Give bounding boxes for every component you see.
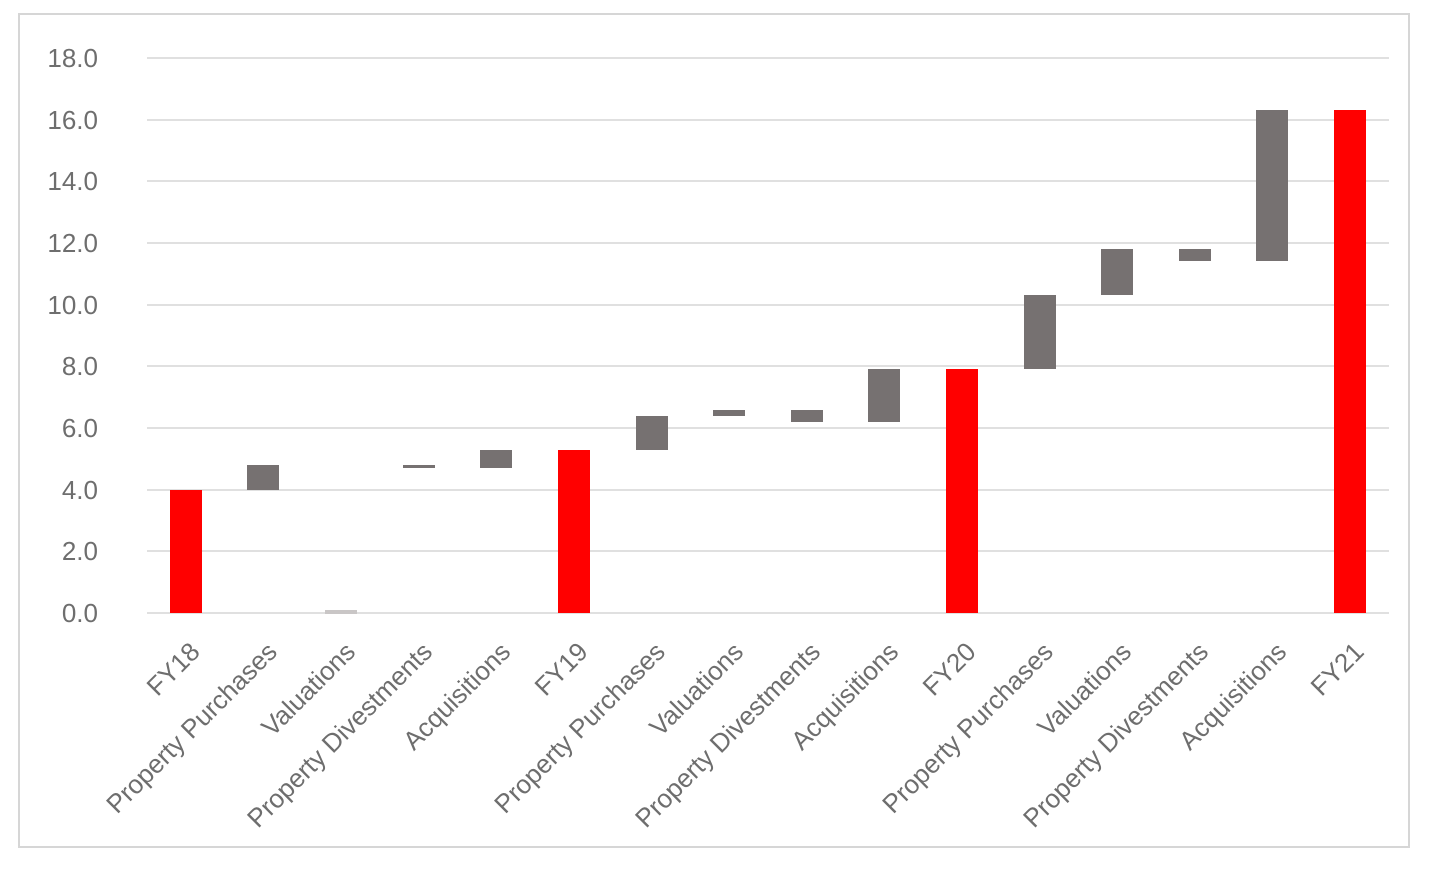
property-purchases-bar xyxy=(635,415,668,450)
gridline xyxy=(147,303,1389,306)
y-tick-label: 6.0 xyxy=(61,413,98,443)
acquisitions-bar xyxy=(480,449,513,469)
valuations-bar xyxy=(713,409,746,416)
valuations-bar xyxy=(325,610,358,614)
gridline xyxy=(147,118,1389,121)
gridline xyxy=(147,365,1389,368)
gridline xyxy=(147,427,1389,429)
acquisitions-bar xyxy=(1256,110,1289,262)
y-tick-label: 14.0 xyxy=(47,166,98,197)
plot-area xyxy=(147,57,1389,632)
y-tick-label: 10.0 xyxy=(47,289,98,320)
y-tick-label: 18.0 xyxy=(47,43,98,73)
property-purchases-bar xyxy=(247,465,280,490)
property-divestments-bar xyxy=(1178,249,1211,262)
gridline xyxy=(147,612,1389,614)
waterfall-chart-frame: 0.0 2.0 4.0 6.0 8.0 10.0 12.0 14.0 16.0 18.0 FY18… xyxy=(18,13,1410,848)
x-tick-label-text: FY21 xyxy=(1304,636,1370,702)
x-tick-label-text: FY18 xyxy=(140,636,206,702)
property-divestments-bar xyxy=(402,465,435,469)
gridline xyxy=(147,550,1389,553)
y-tick-label: 12.0 xyxy=(47,228,98,258)
acquisitions-bar xyxy=(868,369,901,422)
valuations-bar xyxy=(1101,249,1134,296)
y-tick-label: 16.0 xyxy=(47,104,98,135)
x-tick-label-text: FY20 xyxy=(916,636,982,702)
gridline xyxy=(147,57,1389,59)
x-tick-label-text: FY19 xyxy=(528,636,594,702)
gridline xyxy=(147,488,1389,491)
gridline xyxy=(147,180,1389,183)
fy19-bar xyxy=(557,449,590,613)
gridline xyxy=(147,242,1389,244)
property-divestments-bar xyxy=(790,409,823,422)
y-tick-label: 2.0 xyxy=(61,536,98,567)
y-tick-label: 4.0 xyxy=(61,474,98,505)
y-tick-label: 8.0 xyxy=(61,351,98,382)
property-purchases-bar xyxy=(1023,295,1056,370)
fy21-bar xyxy=(1334,110,1367,613)
y-tick-label: 0.0 xyxy=(61,598,98,628)
fy20-bar xyxy=(946,369,978,613)
fy18-bar xyxy=(169,489,202,613)
